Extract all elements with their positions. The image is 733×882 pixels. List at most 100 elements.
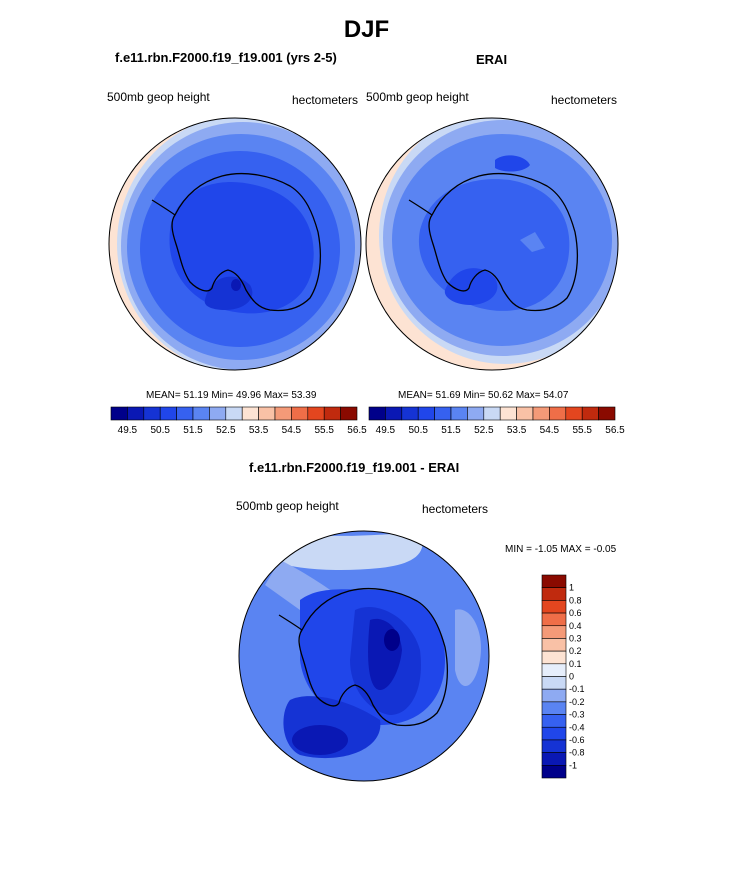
colorbar-box: [581, 406, 599, 421]
colorbar-box: [541, 625, 567, 639]
right-units-label: hectometers: [551, 93, 618, 107]
colorbar-box: [541, 688, 567, 703]
right-colorbar: 49.5 50.5 51.5 52.5 53.5 54.5 55.5 56.5: [368, 406, 625, 436]
colorbar-label: 49.5: [376, 425, 396, 436]
colorbar-box: [541, 663, 567, 677]
colorbar-box: [565, 406, 583, 421]
colorbar-label: 0.3: [569, 633, 582, 643]
colorbar-box: [541, 726, 567, 741]
diff-map: [239, 531, 489, 781]
diff-panel-title: f.e11.rbn.F2000.f19_f19.001 - ERAI: [249, 460, 460, 475]
colorbar-label: 51.5: [441, 425, 461, 436]
colorbar-box: [323, 406, 341, 421]
right-coastline: [428, 173, 579, 312]
colorbar-box: [225, 406, 243, 421]
colorbar-label: 0.4: [569, 621, 582, 631]
colorbar-label: 52.5: [216, 425, 236, 436]
colorbar-box: [483, 406, 501, 421]
colorbar-box: [532, 406, 550, 421]
left-variable-label: 500mb geop height: [107, 90, 210, 104]
diff-peninsula: [278, 614, 303, 631]
colorbar-box: [541, 600, 567, 614]
left-map: [109, 118, 361, 370]
colorbar-box: [143, 406, 161, 421]
colorbar-box: [541, 638, 567, 652]
left-coastline: [171, 173, 322, 312]
left-stats: MEAN= 51.19 Min= 49.96 Max= 53.39: [146, 390, 317, 401]
colorbar-box: [258, 406, 276, 421]
colorbar-label: -0.3: [569, 710, 585, 720]
colorbar-label: -0.1: [569, 684, 585, 694]
colorbar-box: [499, 406, 517, 421]
right-stats: MEAN= 51.69 Min= 50.62 Max= 54.07: [398, 390, 569, 401]
colorbar-box: [541, 765, 567, 779]
colorbar-box: [541, 650, 567, 665]
colorbar-label: 54.5: [282, 425, 302, 436]
colorbar-label: 55.5: [314, 425, 334, 436]
colorbar-label: -0.6: [569, 735, 585, 745]
colorbar-box: [598, 406, 616, 421]
diff-map-border: [238, 530, 490, 782]
colorbar-box: [385, 406, 403, 421]
left-peninsula: [151, 199, 176, 216]
colorbar-label: 53.5: [507, 425, 527, 436]
colorbar-label: 51.5: [183, 425, 203, 436]
colorbar-box: [159, 406, 177, 421]
colorbar-box: [127, 406, 145, 421]
colorbar-label: 55.5: [572, 425, 592, 436]
colorbar-label: 54.5: [540, 425, 560, 436]
figure-title: DJF: [343, 16, 390, 43]
colorbar-box: [541, 612, 567, 627]
colorbar-label: 0.6: [569, 608, 582, 618]
colorbar-box: [176, 406, 194, 421]
diff-units-label: hectometers: [422, 502, 489, 516]
colorbar-box: [541, 739, 567, 753]
colorbar-box: [541, 574, 567, 588]
left-panel-title: f.e11.rbn.F2000.f19_f19.001 (yrs 2-5): [115, 50, 337, 65]
colorbar-label: -0.4: [569, 722, 585, 732]
colorbar-label: 56.5: [605, 425, 625, 436]
colorbar-label: 52.5: [474, 425, 494, 436]
colorbar-label: -1: [569, 760, 577, 770]
colorbar-box: [192, 406, 210, 421]
colorbar-label: 49.5: [118, 425, 138, 436]
colorbar-label: 50.5: [408, 425, 428, 436]
right-map-border: [365, 117, 619, 371]
colorbar-label: 1: [569, 583, 574, 593]
colorbar-label: -0.2: [569, 697, 585, 707]
colorbar-box: [417, 406, 435, 421]
colorbar-box: [516, 406, 534, 421]
colorbar-label: 56.5: [347, 425, 367, 436]
diff-coastline: [298, 588, 449, 727]
colorbar-label: 0.8: [569, 595, 582, 605]
colorbar-box: [110, 406, 128, 421]
colorbar-box: [541, 676, 567, 690]
diff-colorbar: 1 0.8 0.6 0.4 0.3 0.2 0.1 0 -0.1 -0.2 -0.3 -0.4 -0.6…: [541, 574, 585, 779]
diff-minmax: MIN = -1.05 MAX = -0.05: [505, 544, 617, 555]
colorbar-box: [434, 406, 452, 421]
colorbar-label: 0.1: [569, 659, 582, 669]
right-map: [366, 118, 618, 370]
colorbar-box: [541, 752, 567, 766]
colorbar-box: [209, 406, 227, 421]
right-peninsula: [408, 199, 433, 216]
colorbar-box: [541, 714, 567, 728]
colorbar-label: 50.5: [150, 425, 170, 436]
right-variable-label: 500mb geop height: [366, 90, 469, 104]
colorbar-label: 0: [569, 672, 574, 682]
colorbar-box: [467, 406, 485, 421]
colorbar-box: [307, 406, 325, 421]
colorbar-box: [291, 406, 309, 421]
colorbar-box: [274, 406, 292, 421]
colorbar-box: [340, 406, 358, 421]
colorbar-label: 53.5: [249, 425, 269, 436]
left-colorbar: 49.5 50.5 51.5 52.5 53.5 54.5 55.5 56.5: [110, 406, 367, 436]
colorbar-box: [541, 587, 567, 601]
colorbar-box: [541, 701, 567, 715]
colorbar-label: -0.8: [569, 748, 585, 758]
colorbar-box: [241, 406, 259, 421]
colorbar-box: [401, 406, 419, 421]
colorbar-label: 0.2: [569, 646, 582, 656]
colorbar-box: [450, 406, 468, 421]
